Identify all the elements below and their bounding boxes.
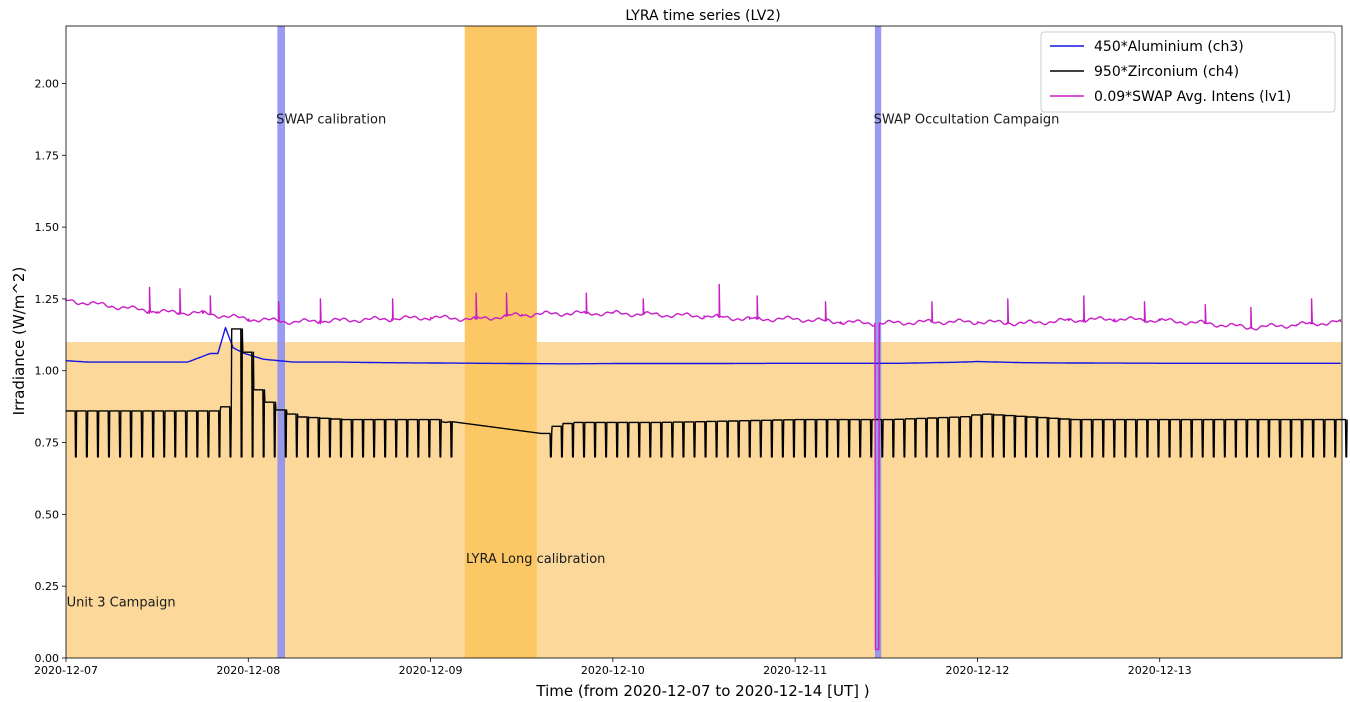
region-swap-calibration bbox=[277, 26, 285, 658]
axes: 0.00 0.25 0.50 0.75 1.00 1.25 1.50 1.75 2.00 2020… bbox=[34, 25, 1343, 677]
x-tick-label-2020-12-10: 2020-12-10 bbox=[581, 664, 645, 677]
annotation-lyra-long-calibration: LYRA Long calibration bbox=[466, 552, 605, 567]
annotation-swap-calibration: SWAP calibration bbox=[276, 113, 386, 128]
legend: 450*Aluminium (ch3) 950*Zirconium (ch4) … bbox=[1040, 31, 1336, 113]
y-tick-label-1-25: 1.25 bbox=[35, 293, 60, 306]
x-axis-title: Time (from 2020-12-07 to 2020-12-14 [UT]… bbox=[535, 682, 869, 700]
series-line-450-aluminium-ch3 bbox=[65, 326, 1341, 365]
legend-label-aluminium: 450*Aluminium (ch3) bbox=[1094, 39, 1244, 55]
chart-title: LYRA time series (LV2) bbox=[625, 8, 780, 24]
y-tick-label-0-25: 0.25 bbox=[35, 580, 60, 593]
plot-frame bbox=[65, 25, 1343, 659]
y-tick-label-1-00: 1.00 bbox=[35, 365, 60, 378]
legend-box bbox=[1040, 31, 1336, 113]
series-line-0-09-swap-avg-intens-lv1 bbox=[65, 283, 1342, 651]
y-tick-label-0-50: 0.50 bbox=[35, 508, 60, 521]
y-tick-label-0-00: 0.00 bbox=[35, 652, 60, 665]
region-lyra-long-calibration bbox=[464, 26, 537, 658]
annotation-swap-occultation-campaign: SWAP Occultation Campaign bbox=[874, 113, 1060, 128]
y-tick-label-1-75: 1.75 bbox=[35, 149, 60, 162]
series-line-950-zirconium-ch4 bbox=[66, 328, 1348, 458]
legend-label-zirconium: 950*Zirconium (ch4) bbox=[1094, 64, 1239, 80]
region-swap-occultation-campaign bbox=[874, 26, 882, 658]
x-tick-label-2020-12-08: 2020-12-08 bbox=[216, 664, 280, 677]
x-tick-label-2020-12-07: 2020-12-07 bbox=[34, 664, 98, 677]
annotation-unit-3-campaign: Unit 3 Campaign bbox=[67, 595, 176, 610]
plot-area bbox=[65, 26, 1348, 658]
y-axis-title: Irradiance (W/m^2) bbox=[10, 267, 28, 416]
y-tick-label-0-75: 0.75 bbox=[35, 437, 60, 450]
y-tick-label-1-50: 1.50 bbox=[35, 221, 60, 234]
legend-label-swap: 0.09*SWAP Avg. Intens (lv1) bbox=[1094, 89, 1291, 105]
x-tick-label-2020-12-09: 2020-12-09 bbox=[399, 664, 463, 677]
x-tick-label-2020-12-12: 2020-12-12 bbox=[945, 664, 1009, 677]
x-tick-label-2020-12-11: 2020-12-11 bbox=[763, 664, 827, 677]
y-tick-label-2-00: 2.00 bbox=[35, 77, 60, 90]
x-tick-label-2020-12-13: 2020-12-13 bbox=[1128, 664, 1192, 677]
